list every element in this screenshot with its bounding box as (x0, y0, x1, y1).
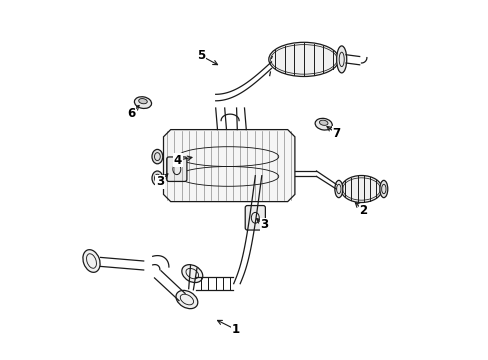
Text: 1: 1 (231, 323, 239, 336)
Ellipse shape (182, 265, 203, 283)
Ellipse shape (334, 180, 342, 198)
Ellipse shape (336, 46, 346, 73)
FancyBboxPatch shape (166, 157, 186, 181)
Text: 6: 6 (127, 107, 135, 120)
Ellipse shape (340, 175, 382, 202)
Text: 2: 2 (359, 204, 366, 217)
Ellipse shape (152, 149, 163, 164)
Text: 3: 3 (260, 219, 268, 231)
Ellipse shape (319, 120, 327, 125)
FancyBboxPatch shape (244, 206, 265, 230)
Ellipse shape (83, 250, 100, 272)
Ellipse shape (152, 171, 163, 185)
Text: 7: 7 (331, 127, 340, 140)
Ellipse shape (139, 99, 147, 104)
Ellipse shape (134, 97, 151, 108)
Ellipse shape (176, 291, 198, 309)
Polygon shape (163, 130, 294, 202)
Ellipse shape (268, 42, 338, 77)
Text: 5: 5 (197, 49, 205, 62)
Text: 3: 3 (156, 175, 163, 188)
Ellipse shape (314, 118, 331, 130)
Text: 4: 4 (173, 154, 182, 167)
Ellipse shape (379, 180, 387, 198)
